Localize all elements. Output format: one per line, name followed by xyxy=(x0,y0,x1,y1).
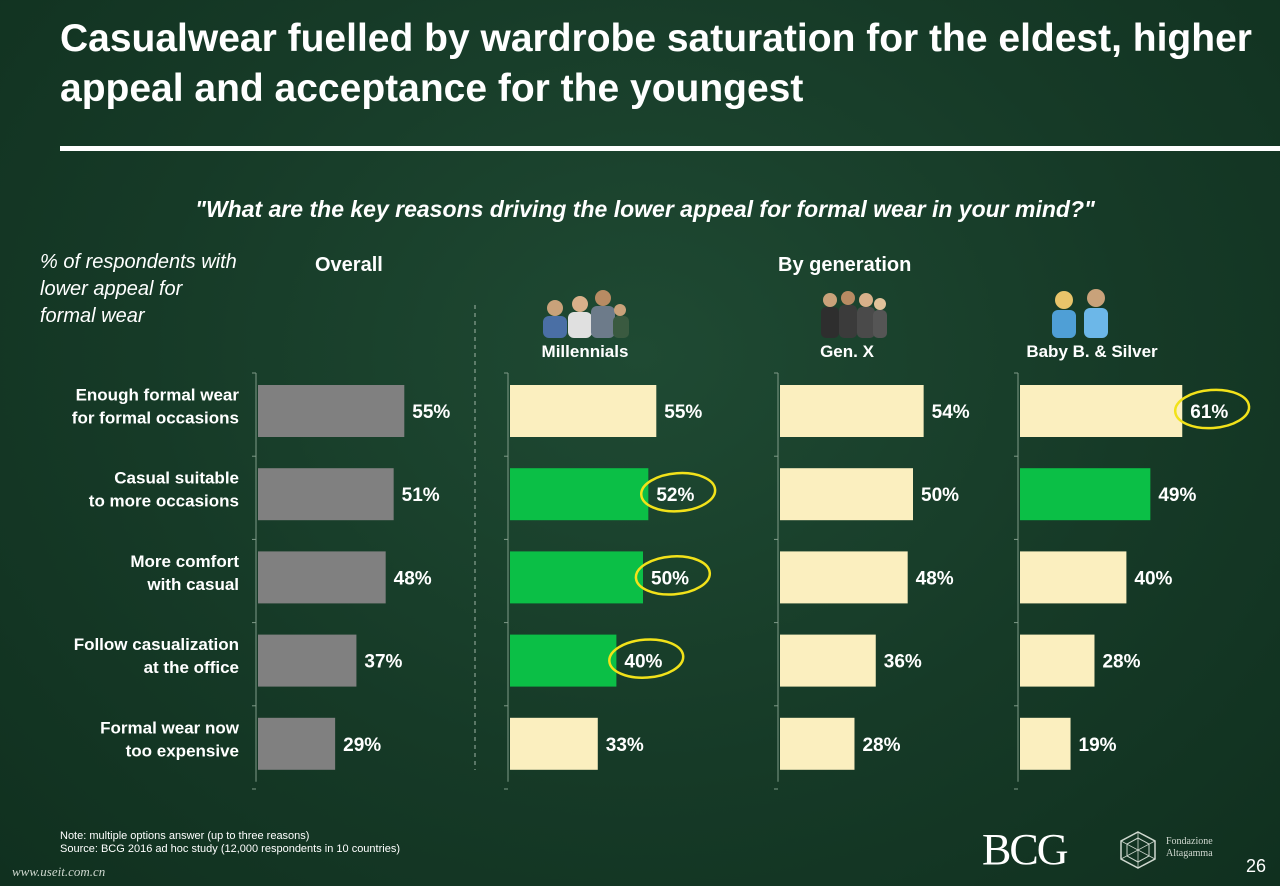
category-label-0-line-0: Enough formal wear xyxy=(76,386,240,405)
baby-b-silver-highlight-circle-0 xyxy=(1173,388,1251,430)
genx-people-icon xyxy=(821,291,887,338)
page-number: 26 xyxy=(1246,856,1267,876)
overall-bar-2 xyxy=(258,551,386,604)
millennials-value-label-2: 50% xyxy=(651,568,689,589)
fondazione-logo-text: Fondazione Altagamma xyxy=(1166,836,1213,860)
millennials-highlight-circle-2 xyxy=(634,555,712,596)
gen-x-value-label-2: 48% xyxy=(916,568,954,589)
overall-value-label-2: 48% xyxy=(394,568,432,589)
baby-b-silver-value-label-2: 40% xyxy=(1134,568,1172,589)
baby-b-silver-bar-1 xyxy=(1020,468,1151,521)
millennials-bar-4 xyxy=(510,717,598,770)
millennials-people-icon xyxy=(543,290,629,338)
baby-b-silver-bar-4 xyxy=(1020,717,1071,770)
overall-bar-1 xyxy=(258,468,394,521)
babyboomers-people-icon xyxy=(1052,289,1108,338)
overall-bar-3 xyxy=(258,634,357,687)
overall-value-label-1: 51% xyxy=(402,485,440,506)
millennials-value-label-4: 33% xyxy=(606,735,644,756)
section-overall-heading: Overall xyxy=(315,254,383,276)
title-divider xyxy=(60,146,1280,151)
category-label-2-line-0: More comfort xyxy=(130,552,239,571)
category-label-0-line-1: for formal occasions xyxy=(72,409,239,428)
millennials-bar-2 xyxy=(510,551,643,604)
gen-x-bar-3 xyxy=(780,634,876,687)
category-label-2-line-1: with casual xyxy=(146,575,239,594)
overall-value-label-4: 29% xyxy=(343,735,381,756)
baby-b-silver-value-label-0: 61% xyxy=(1190,402,1228,423)
section-generation-heading: By generation xyxy=(778,254,912,276)
millennials-value-label-1: 52% xyxy=(656,485,694,506)
millennials-highlight-circle-1 xyxy=(639,471,717,513)
category-label-1-line-0: Casual suitable xyxy=(114,469,239,488)
gen-x-bar-0 xyxy=(780,385,924,437)
overall-bar-0 xyxy=(258,385,405,437)
fondazione-line2: Altagamma xyxy=(1166,848,1213,859)
baby-b-silver-bar-2 xyxy=(1020,551,1127,604)
overall-value-label-3: 37% xyxy=(364,652,402,673)
category-label-1-line-1: to more occasions xyxy=(89,492,239,511)
group-label-genx: Gen. X xyxy=(820,342,874,361)
millennials-value-label-3: 40% xyxy=(624,652,662,673)
gen-x-bar-1 xyxy=(780,468,913,521)
category-label-3-line-1: at the office xyxy=(144,658,239,677)
baby-b-silver-bar-0 xyxy=(1020,385,1183,437)
overall-value-label-0: 55% xyxy=(412,402,450,423)
footnote-source: Source: BCG 2016 ad hoc study (12,000 re… xyxy=(60,843,400,855)
fondazione-line1: Fondazione xyxy=(1166,836,1213,847)
fondazione-logo-icon xyxy=(1120,831,1156,869)
millennials-highlight-circle-3 xyxy=(608,638,685,679)
group-label-millennials: Millennials xyxy=(541,342,629,361)
millennials-bar-0 xyxy=(510,385,657,437)
baby-b-silver-bar-3 xyxy=(1020,634,1095,687)
group-label-babyboomers: Baby B. & Silver xyxy=(1026,342,1158,361)
gen-x-value-label-1: 50% xyxy=(921,485,959,506)
gen-x-value-label-3: 36% xyxy=(884,652,922,673)
category-label-3-line-0: Follow casualization xyxy=(74,635,239,654)
gen-x-bar-2 xyxy=(780,551,908,604)
watermark: www.useit.com.cn xyxy=(12,864,106,879)
bcg-logo: BCG xyxy=(982,825,1068,874)
millennials-bar-3 xyxy=(510,634,617,687)
baby-b-silver-value-label-3: 28% xyxy=(1102,652,1140,673)
baby-b-silver-value-label-4: 19% xyxy=(1079,735,1117,756)
category-label-4-line-0: Formal wear now xyxy=(100,718,240,737)
survey-question: "What are the key reasons driving the lo… xyxy=(195,196,1095,222)
category-label-4-line-1: too expensive xyxy=(126,741,239,760)
millennials-bar-1 xyxy=(510,468,649,521)
gen-x-value-label-4: 28% xyxy=(862,735,900,756)
footnote-note: Note: multiple options answer (up to thr… xyxy=(60,830,310,842)
baby-b-silver-value-label-1: 49% xyxy=(1158,485,1196,506)
millennials-value-label-0: 55% xyxy=(664,402,702,423)
footnote: Note: multiple options answer (up to thr… xyxy=(60,830,400,856)
y-axis-description: % of respondents with lower appeal for f… xyxy=(40,251,237,327)
overall-bar-4 xyxy=(258,717,336,770)
gen-x-value-label-0: 54% xyxy=(932,402,970,423)
page-title: Casualwear fuelled by wardrobe saturatio… xyxy=(60,17,1252,110)
gen-x-bar-4 xyxy=(780,717,855,770)
